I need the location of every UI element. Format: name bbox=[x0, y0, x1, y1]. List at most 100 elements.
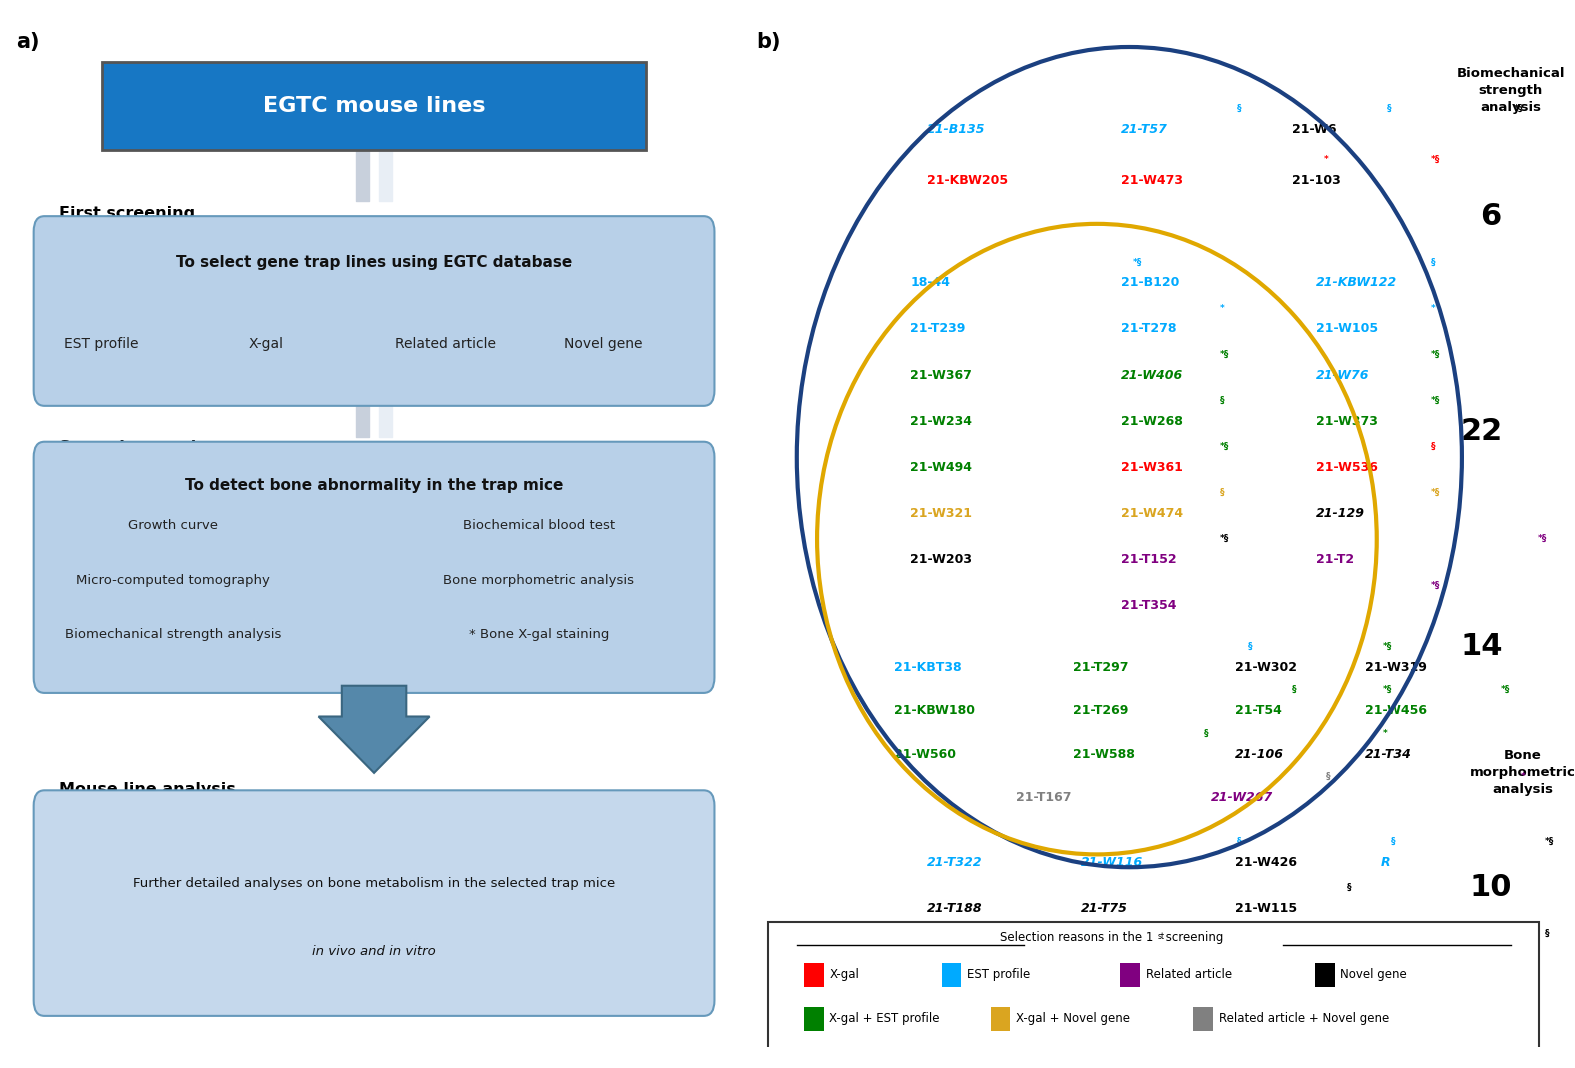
Text: 21-W76: 21-W76 bbox=[1315, 368, 1369, 381]
FancyBboxPatch shape bbox=[1194, 1007, 1213, 1032]
Text: Mouse line analysis: Mouse line analysis bbox=[58, 782, 236, 797]
Text: *§: *§ bbox=[1391, 929, 1400, 938]
Text: 21-W321: 21-W321 bbox=[910, 507, 972, 520]
Text: 21-W6: 21-W6 bbox=[1292, 123, 1336, 136]
Text: *§: *§ bbox=[1539, 534, 1548, 544]
Text: 18-44: 18-44 bbox=[910, 277, 950, 289]
Text: *§: *§ bbox=[1132, 257, 1142, 266]
Text: 21-W319: 21-W319 bbox=[1364, 661, 1427, 674]
Text: X-gal: X-gal bbox=[828, 969, 858, 981]
Text: *: * bbox=[1383, 729, 1388, 738]
Text: Bone morphometric analysis: Bone morphometric analysis bbox=[444, 574, 635, 586]
Text: *§: *§ bbox=[1432, 349, 1441, 359]
Text: §: § bbox=[1326, 772, 1331, 781]
Text: §: § bbox=[1236, 104, 1241, 112]
Text: 21-W268: 21-W268 bbox=[1121, 414, 1183, 427]
Text: 21-129: 21-129 bbox=[1315, 507, 1366, 520]
Text: *§: *§ bbox=[1501, 685, 1510, 694]
Text: 21-W302: 21-W302 bbox=[1235, 661, 1296, 674]
Text: *§: *§ bbox=[1221, 349, 1230, 359]
Text: EST profile: EST profile bbox=[65, 337, 139, 351]
Text: *§: *§ bbox=[1236, 929, 1246, 938]
Text: §: § bbox=[1236, 836, 1241, 846]
Text: * Bone X-gal staining: * Bone X-gal staining bbox=[469, 628, 610, 641]
Text: screening: screening bbox=[1162, 931, 1224, 944]
Text: 21-T354: 21-T354 bbox=[1121, 599, 1177, 612]
Text: §: § bbox=[1292, 685, 1296, 694]
FancyBboxPatch shape bbox=[805, 962, 824, 987]
Text: Related article: Related article bbox=[395, 337, 496, 351]
Text: Biomechanical
strength
analysis: Biomechanical strength analysis bbox=[1457, 67, 1566, 114]
Text: 21-W473: 21-W473 bbox=[1121, 174, 1183, 187]
Text: X-gal: X-gal bbox=[249, 337, 284, 351]
Text: 21-W105: 21-W105 bbox=[1315, 323, 1378, 335]
Text: §: § bbox=[1247, 642, 1252, 650]
Text: §: § bbox=[1432, 442, 1436, 451]
Text: 21-B120: 21-B120 bbox=[1121, 277, 1180, 289]
Text: 21-T152: 21-T152 bbox=[1121, 553, 1177, 566]
Text: Related article: Related article bbox=[1145, 969, 1232, 981]
FancyBboxPatch shape bbox=[805, 1007, 824, 1032]
Text: *§: *§ bbox=[1221, 442, 1230, 451]
Text: 21-W203: 21-W203 bbox=[910, 553, 972, 566]
Text: 21-W115: 21-W115 bbox=[1235, 901, 1296, 914]
Text: *§: *§ bbox=[1514, 104, 1523, 112]
Text: 21-T239: 21-T239 bbox=[910, 323, 965, 335]
Text: *§: *§ bbox=[1383, 685, 1392, 694]
Text: X-gal + EST profile: X-gal + EST profile bbox=[828, 1012, 940, 1025]
FancyBboxPatch shape bbox=[1120, 962, 1140, 987]
Text: 21-W267: 21-W267 bbox=[1211, 791, 1273, 804]
Text: 21-T2: 21-T2 bbox=[1315, 553, 1354, 566]
Text: in vivo and in vitro: in vivo and in vitro bbox=[312, 945, 436, 958]
Text: Biochemical blood test: Biochemical blood test bbox=[463, 519, 614, 532]
Text: 21-W373: 21-W373 bbox=[1315, 414, 1378, 427]
Text: Novel gene: Novel gene bbox=[1340, 969, 1406, 981]
Text: §: § bbox=[1203, 729, 1208, 738]
Text: 21-T54: 21-T54 bbox=[1235, 704, 1282, 717]
Text: 21-W474: 21-W474 bbox=[1121, 507, 1183, 520]
FancyBboxPatch shape bbox=[33, 216, 715, 406]
Text: Novel gene: Novel gene bbox=[564, 337, 643, 351]
Text: *: * bbox=[1325, 155, 1329, 163]
Text: EGTC mouse lines: EGTC mouse lines bbox=[263, 96, 485, 116]
Text: §: § bbox=[1391, 836, 1395, 846]
Text: §: § bbox=[1221, 396, 1225, 405]
Text: 21-T57: 21-T57 bbox=[1121, 123, 1169, 136]
Text: 21-W234: 21-W234 bbox=[910, 414, 972, 427]
Text: 21-B135: 21-B135 bbox=[926, 123, 984, 136]
Text: 21-T188: 21-T188 bbox=[926, 901, 983, 914]
Text: *: * bbox=[1221, 303, 1225, 313]
Text: *: * bbox=[1520, 772, 1525, 781]
Text: Micro-computed tomography: Micro-computed tomography bbox=[77, 574, 271, 586]
Text: 21-T297: 21-T297 bbox=[1073, 661, 1128, 674]
Text: b): b) bbox=[756, 32, 781, 51]
Text: X-gal + Novel gene: X-gal + Novel gene bbox=[1016, 1012, 1129, 1025]
Text: 21-W406: 21-W406 bbox=[1121, 368, 1183, 381]
Text: Bone
morphometric
analysis: Bone morphometric analysis bbox=[1469, 750, 1575, 797]
Text: First screening: First screening bbox=[58, 206, 195, 221]
Text: 21-T322: 21-T322 bbox=[926, 855, 983, 868]
Text: *§: *§ bbox=[1383, 642, 1392, 650]
Text: 21-W266: 21-W266 bbox=[1235, 948, 1296, 961]
Text: Biomechanical strength analysis: Biomechanical strength analysis bbox=[65, 628, 282, 641]
Text: 21-T34: 21-T34 bbox=[1364, 748, 1411, 760]
Text: Selection reasons in the 1: Selection reasons in the 1 bbox=[1000, 931, 1153, 944]
Text: *§: *§ bbox=[1545, 836, 1555, 846]
Text: 21-W536: 21-W536 bbox=[1315, 461, 1378, 474]
FancyArrow shape bbox=[318, 686, 430, 773]
Text: 21-KBW205: 21-KBW205 bbox=[926, 174, 1008, 187]
Text: a): a) bbox=[16, 32, 39, 51]
Text: §: § bbox=[1545, 929, 1550, 938]
Text: To detect bone abnormality in the trap mice: To detect bone abnormality in the trap m… bbox=[184, 478, 564, 493]
FancyBboxPatch shape bbox=[33, 790, 715, 1016]
Text: §: § bbox=[1432, 257, 1436, 266]
Text: 21-KBW180: 21-KBW180 bbox=[895, 704, 975, 717]
Text: 21-KBW122: 21-KBW122 bbox=[1315, 277, 1397, 289]
Text: 10: 10 bbox=[1469, 874, 1512, 902]
Text: 21-W361: 21-W361 bbox=[1121, 461, 1183, 474]
Text: 21-T75: 21-T75 bbox=[1080, 901, 1128, 914]
Text: 21-T167: 21-T167 bbox=[1016, 791, 1071, 804]
Text: 21-W588: 21-W588 bbox=[1073, 748, 1134, 760]
Text: *§: *§ bbox=[1432, 488, 1441, 497]
Text: 21-T269: 21-T269 bbox=[1073, 704, 1128, 717]
